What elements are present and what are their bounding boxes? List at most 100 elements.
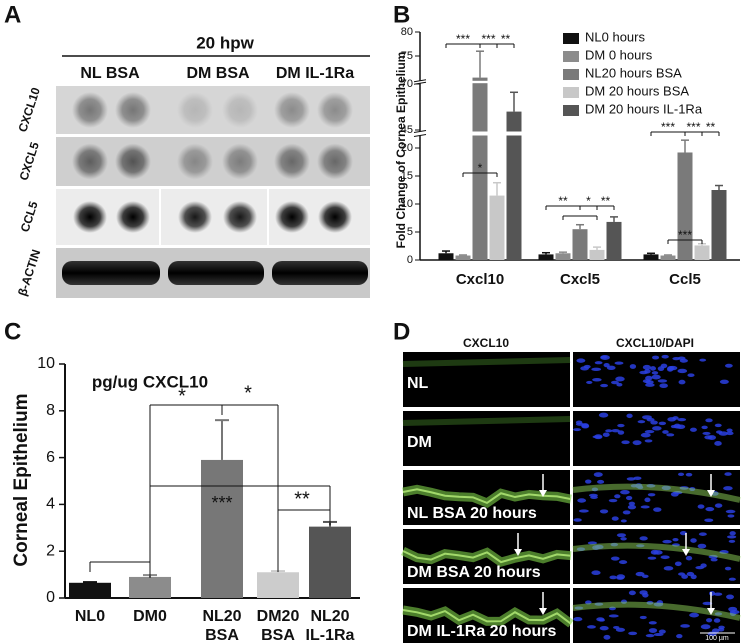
nucleus xyxy=(704,518,714,522)
nucleus xyxy=(628,631,638,636)
significance: ** xyxy=(706,120,716,134)
nucleus xyxy=(573,617,583,622)
nucleus xyxy=(674,561,682,567)
blot-dot xyxy=(317,92,353,128)
blot-band xyxy=(62,261,160,285)
nucleus xyxy=(600,383,608,388)
nucleus xyxy=(598,618,605,622)
nucleus xyxy=(611,428,620,433)
nucleus xyxy=(586,380,593,385)
nucleus xyxy=(626,413,633,419)
arrow-head xyxy=(682,549,690,556)
bar xyxy=(711,190,727,260)
nucleus xyxy=(609,575,617,580)
nucleus xyxy=(727,514,735,518)
nucleus xyxy=(710,558,718,562)
axis-break xyxy=(414,80,740,84)
nucleus xyxy=(653,507,662,512)
blot-dot xyxy=(115,92,151,128)
nucleus xyxy=(605,429,613,433)
nucleus xyxy=(705,418,713,423)
nucleus xyxy=(620,537,627,541)
epithelium-signal xyxy=(572,483,741,503)
nucleus xyxy=(652,426,662,431)
bar xyxy=(572,229,588,260)
blot-dot xyxy=(115,143,151,180)
nucleus xyxy=(628,501,636,506)
nucleus xyxy=(618,560,628,565)
legend-swatch xyxy=(563,51,579,62)
y-tick-label: 15 xyxy=(401,170,413,182)
nucleus xyxy=(588,493,598,497)
scale-bar-label: 100 µm xyxy=(705,635,729,642)
nucleus xyxy=(611,380,619,385)
significance: ** xyxy=(601,194,611,208)
nucleus xyxy=(647,556,657,560)
nucleus xyxy=(650,420,658,425)
nucleus xyxy=(586,625,596,629)
y-tick-label: 5 xyxy=(407,226,413,238)
bar xyxy=(660,255,676,260)
blot-dot xyxy=(72,92,108,128)
blot-dot xyxy=(222,92,258,128)
legend-label: DM 0 hours xyxy=(585,47,653,62)
nucleus xyxy=(663,566,674,571)
blot-dot xyxy=(177,143,213,180)
nucleus xyxy=(644,439,653,443)
y-tick-label: 70 xyxy=(401,78,413,90)
nucleus xyxy=(714,503,723,508)
micrograph xyxy=(573,470,740,525)
bar xyxy=(589,249,605,260)
nucleus xyxy=(617,423,625,428)
nucleus xyxy=(641,574,649,578)
nucleus xyxy=(639,536,648,541)
nucleus xyxy=(689,427,697,432)
bar xyxy=(69,582,111,598)
nucleus xyxy=(667,417,677,422)
row-label: NL BSA 20 hours xyxy=(407,505,537,522)
nucleus xyxy=(608,614,619,618)
nucleus xyxy=(577,498,587,503)
nucleus xyxy=(645,375,653,381)
break-mark xyxy=(413,81,427,85)
nucleus xyxy=(647,493,656,497)
y-tick-label: 80 xyxy=(401,26,413,38)
nucleus xyxy=(627,504,637,510)
significance: *** xyxy=(211,493,232,513)
nucleus xyxy=(620,489,630,495)
blot-dot xyxy=(318,201,352,233)
blot-band xyxy=(168,261,264,285)
nucleus xyxy=(644,429,655,434)
legend-swatch xyxy=(563,87,579,98)
nucleus xyxy=(685,472,693,477)
blot-row-label: CXCL5 xyxy=(16,140,42,182)
y-tick-label: 75 xyxy=(401,50,413,62)
nucleus xyxy=(602,432,610,437)
bar xyxy=(257,572,299,598)
epithelium-signal xyxy=(572,601,741,621)
nucleus xyxy=(610,556,620,561)
nucleus xyxy=(629,364,637,369)
arrow-head xyxy=(707,608,715,615)
nucleus xyxy=(616,382,623,387)
x-tick-label: IL-1Ra xyxy=(306,627,355,643)
nucleus xyxy=(700,624,711,630)
arrow-head xyxy=(539,490,547,497)
bar xyxy=(643,254,659,260)
nucleus xyxy=(724,472,732,476)
blot-dot xyxy=(317,143,353,180)
epithelium-signal xyxy=(402,550,572,564)
bar xyxy=(438,253,454,260)
x-tick-label: BSA xyxy=(205,627,239,643)
panel-label: D xyxy=(393,318,410,345)
nucleus xyxy=(632,440,642,446)
nucleus xyxy=(626,477,636,481)
y-tick-label: 45 xyxy=(401,124,413,136)
blot-row-label: β-ACTIN xyxy=(15,248,43,298)
nucleus xyxy=(578,509,589,513)
x-tick-label: NL20 xyxy=(310,608,349,625)
nucleus xyxy=(622,510,631,515)
nucleus xyxy=(726,428,733,433)
legend-swatch xyxy=(563,69,579,80)
nucleus xyxy=(648,628,658,633)
